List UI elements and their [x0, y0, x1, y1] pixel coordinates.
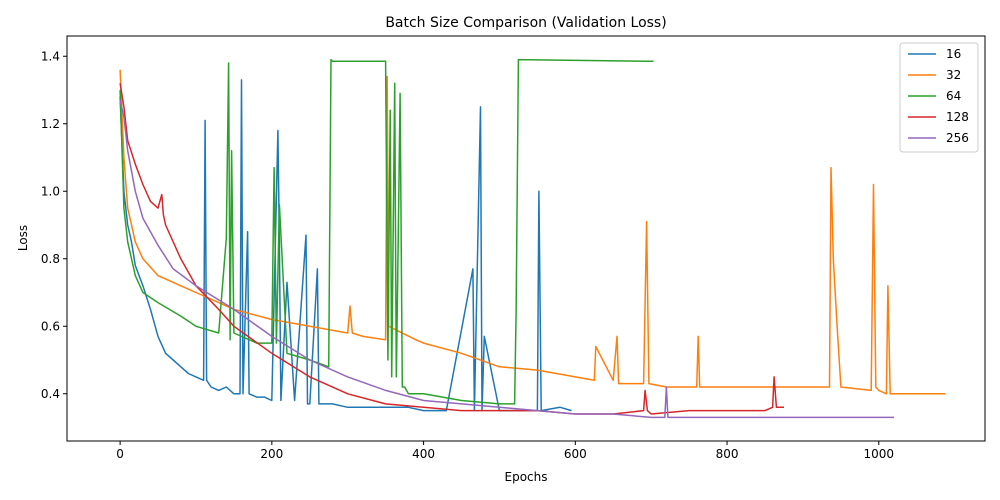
x-axis-label: Epochs: [505, 470, 548, 484]
legend-label-32: 32: [946, 68, 961, 82]
y-tick-label: 1.2: [41, 117, 60, 131]
x-tick-label: 800: [716, 447, 739, 461]
legend-box: [899, 42, 979, 153]
legend-label-256: 256: [946, 131, 969, 145]
series-line-16: [119, 79, 572, 412]
y-axis: 0.4 0.6 0.8 1.0 1.2 1.4: [41, 49, 67, 401]
legend-label-64: 64: [946, 89, 961, 103]
y-tick-label: 1.0: [41, 184, 60, 198]
series-line-64: [119, 58, 654, 405]
y-axis-label: Loss: [16, 225, 30, 251]
series-line-128: [119, 83, 784, 415]
x-tick-label: 0: [116, 447, 124, 461]
series-layer: [119, 58, 946, 419]
plot-area: [66, 35, 986, 442]
y-tick-label: 0.6: [41, 319, 60, 333]
y-tick-label: 1.4: [41, 49, 60, 63]
x-tick-label: 200: [260, 447, 283, 461]
legend-label-128: 128: [946, 110, 969, 124]
chart-title: Batch Size Comparison (Validation Loss): [385, 15, 666, 31]
x-tick-label: 600: [564, 447, 587, 461]
y-tick-label: 0.4: [41, 387, 60, 401]
y-tick-label: 0.8: [41, 252, 60, 266]
series-line-256: [119, 99, 894, 419]
legend: 16 32 64 128 256: [899, 42, 979, 153]
x-tick-label: 400: [412, 447, 435, 461]
legend-label-16: 16: [946, 47, 961, 61]
plot-frame: [66, 35, 986, 442]
x-tick-label: 1000: [864, 447, 895, 461]
x-axis: 0 200 400 600 800 1000: [116, 441, 894, 461]
